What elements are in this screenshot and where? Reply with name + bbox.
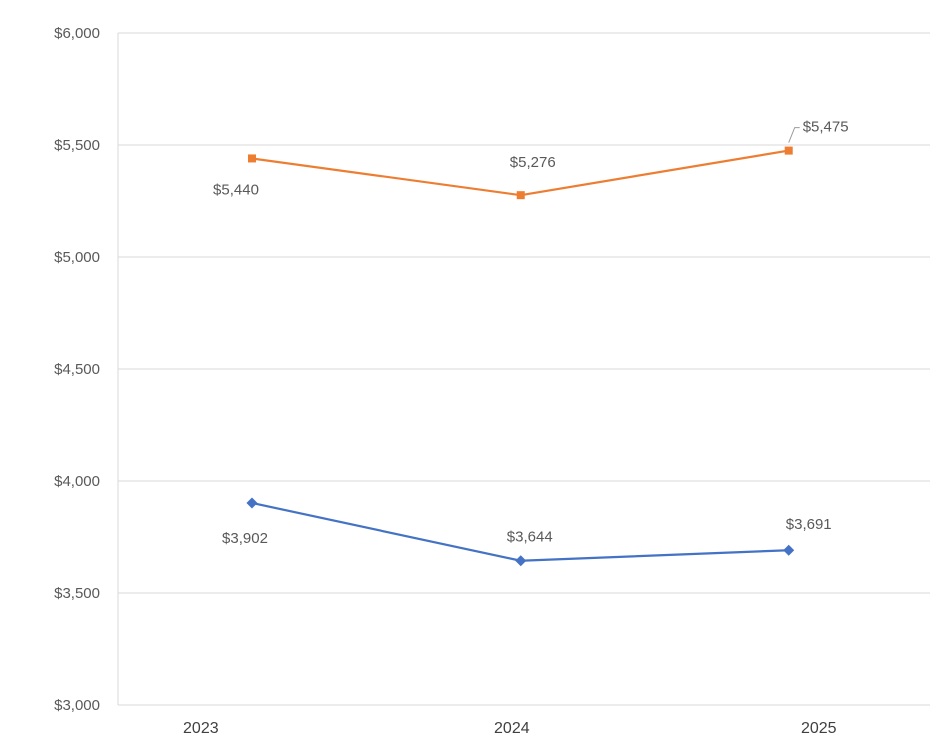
leader-line [788, 127, 800, 143]
x-axis-tick-label: 2024 [494, 720, 530, 737]
orange-series-marker[interactable] [784, 146, 793, 155]
y-axis-tick-label: $5,000 [54, 249, 100, 266]
blue-series-marker[interactable] [246, 497, 258, 509]
data-point-label: $3,691 [786, 516, 832, 533]
y-axis-tick-label: $6,000 [54, 25, 100, 42]
x-axis-tick-label: 2023 [183, 720, 219, 737]
data-point-label: $5,475 [803, 119, 849, 136]
data-point-label: $5,276 [510, 154, 556, 171]
orange-series-marker[interactable] [247, 154, 256, 163]
y-axis-tick-label: $4,000 [54, 473, 100, 490]
x-axis-tick-label: 2025 [801, 720, 837, 737]
y-axis-tick-label: $3,500 [54, 585, 100, 602]
y-axis-tick-label: $4,500 [54, 361, 100, 378]
blue-series-marker[interactable] [783, 544, 795, 556]
data-point-label: $3,902 [222, 530, 268, 547]
blue-series-marker[interactable] [515, 555, 527, 567]
data-point-label: $3,644 [507, 529, 553, 546]
data-point-label: $5,440 [213, 181, 259, 198]
orange-series-marker[interactable] [516, 191, 525, 200]
y-axis-tick-label: $5,500 [54, 137, 100, 154]
y-axis-tick-label: $3,000 [54, 697, 100, 714]
